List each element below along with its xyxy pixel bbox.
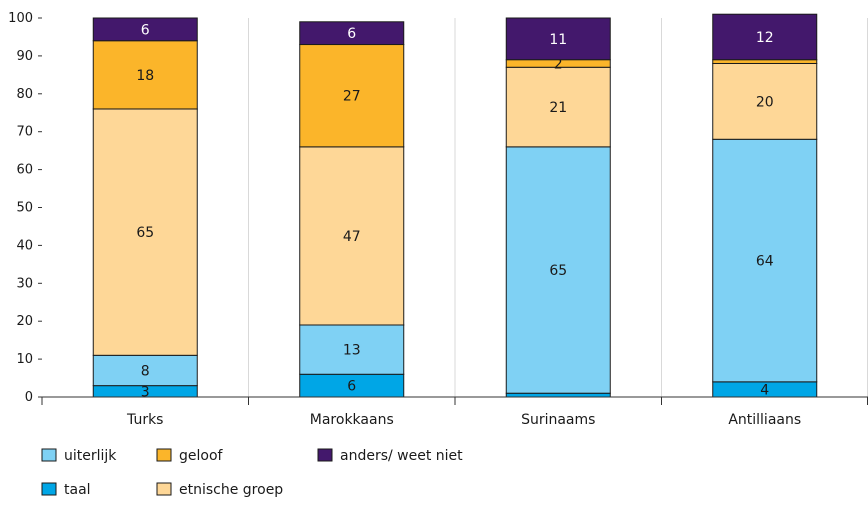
legend-label: etnische groep (179, 482, 283, 498)
data-label: 8 (141, 363, 150, 379)
data-label: 6 (347, 26, 356, 42)
data-label: 3 (141, 384, 150, 400)
bar-segment (92, 354, 198, 387)
y-tick-label: 60 (16, 163, 33, 178)
x-tick-label: Antilliaans (728, 412, 801, 428)
y-tick-label: 100 (8, 11, 33, 26)
data-label: 47 (343, 229, 361, 245)
legend-swatch (41, 482, 57, 496)
x-tick-label: Turks (126, 412, 163, 428)
bar-segment (299, 146, 405, 326)
x-tick-label: Marokkaans (310, 412, 394, 428)
bar-segment (505, 66, 611, 148)
y-tick-label: 0 (25, 390, 33, 405)
legend-swatch (317, 448, 333, 462)
legend-swatch (156, 482, 172, 496)
bar-segment (92, 108, 198, 356)
bar-segment (505, 146, 611, 394)
data-label: 18 (136, 68, 154, 84)
bar-segment (505, 392, 611, 398)
data-label: 64 (756, 254, 774, 270)
data-label: 20 (756, 94, 774, 110)
legend-label: geloof (179, 448, 224, 464)
data-label: 27 (343, 89, 361, 105)
bar-segment (299, 44, 405, 148)
data-label: 21 (549, 100, 567, 116)
bars: 3 8 65 18 6 6 13 47 27 6 65 21 2 11 4 64 20 12 (92, 13, 818, 400)
data-label: 6 (347, 379, 356, 395)
x-tick-label: Surinaams (521, 412, 595, 428)
bar-segment (712, 62, 818, 140)
data-label: 13 (343, 343, 361, 359)
bar-segment (92, 17, 198, 42)
legend-label: uiterlijk (64, 448, 117, 464)
bar-segment (712, 138, 818, 383)
y-tick-label: 70 (16, 125, 33, 140)
legend: uiterlijk geloof anders/ weet niet taal etni… (41, 448, 463, 498)
bar-segment (712, 59, 818, 64)
data-label: 11 (549, 32, 567, 48)
bar-segment (299, 324, 405, 375)
bar-segment (505, 17, 611, 61)
bar-segment (712, 13, 818, 61)
data-label: 2 (554, 56, 563, 72)
y-tick-label: 80 (16, 87, 33, 102)
legend-label: anders/ weet niet (340, 448, 463, 464)
legend-label: taal (64, 482, 91, 498)
y-tick-label: 50 (16, 201, 33, 216)
bar-segment (92, 40, 198, 110)
y-tick-label: 30 (16, 276, 33, 291)
data-label: 65 (136, 225, 154, 241)
data-label: 12 (756, 30, 774, 46)
y-tick-label: 90 (16, 49, 33, 64)
y-tick-label: 10 (16, 352, 33, 367)
data-label: 4 (760, 382, 769, 398)
legend-swatch (156, 448, 172, 462)
legend-swatch (41, 448, 57, 462)
y-tick-label: 40 (16, 238, 33, 253)
y-tick-label: 20 (16, 314, 33, 329)
data-label: 65 (549, 263, 567, 279)
bar-segment (299, 21, 405, 46)
data-label: 6 (141, 22, 150, 38)
axes: 0 10 20 30 40 50 60 70 80 90 100 Turks Marokkaans Sur… (8, 11, 868, 428)
